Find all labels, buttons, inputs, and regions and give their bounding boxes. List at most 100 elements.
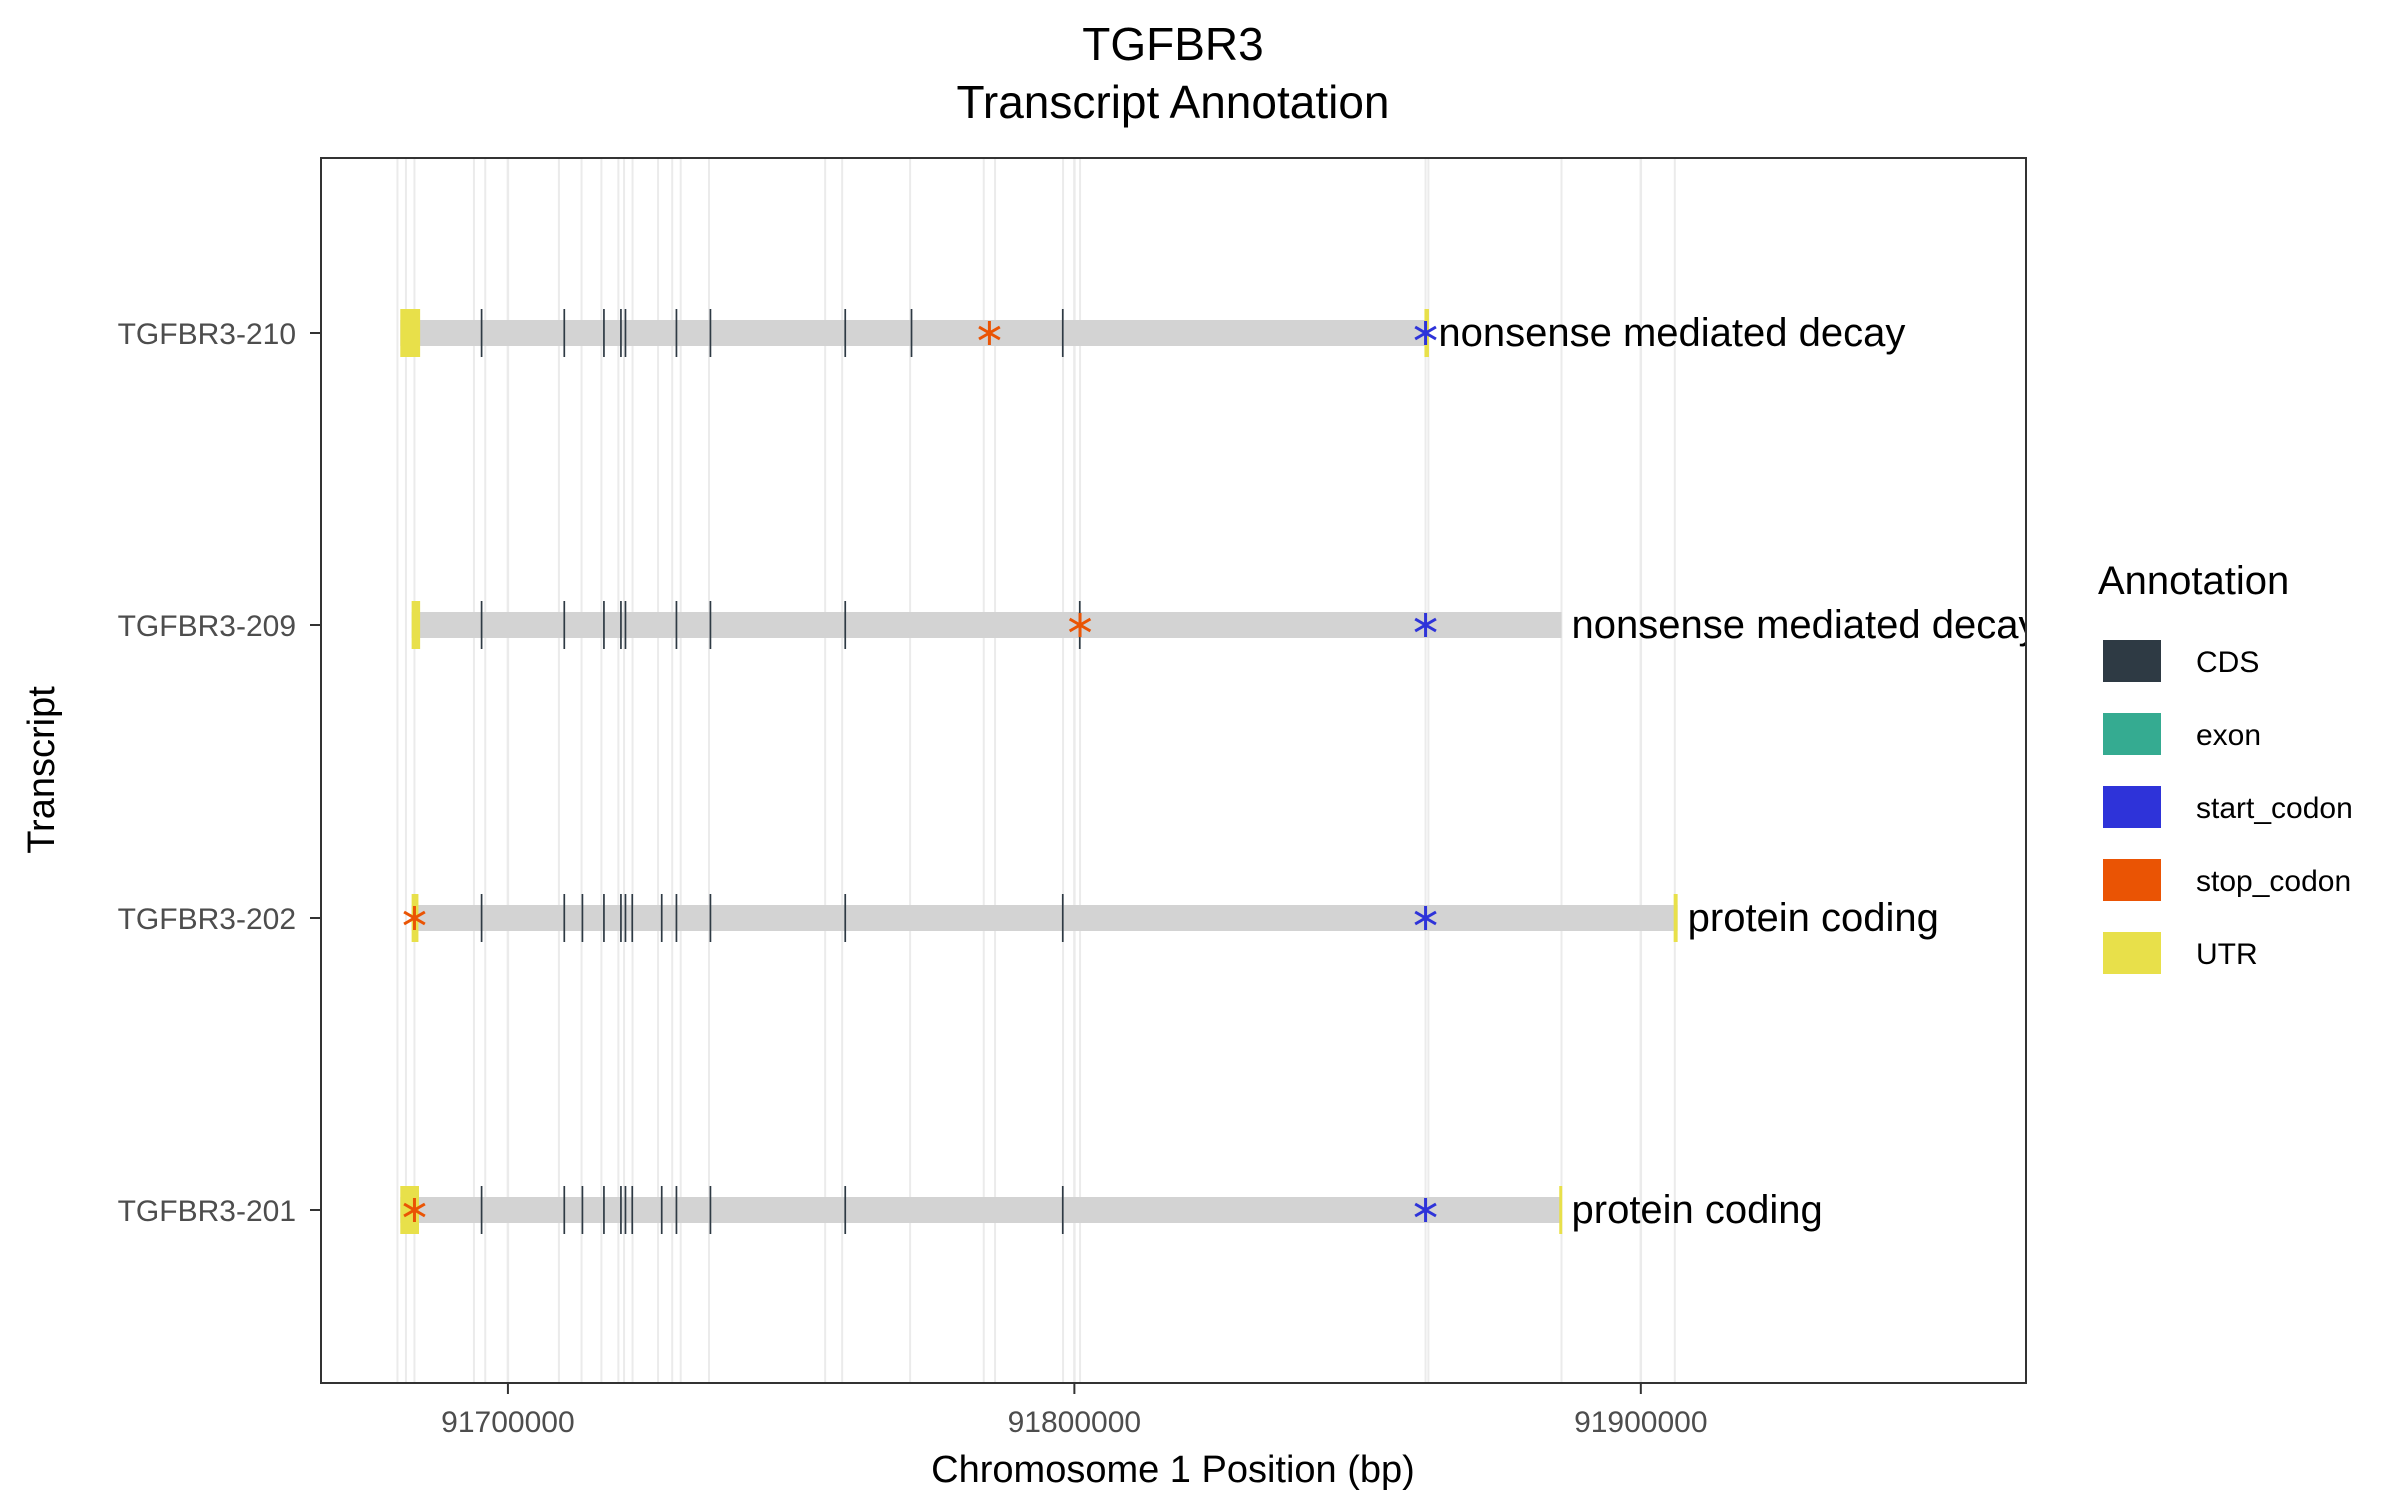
legend-title: Annotation	[2098, 559, 2289, 603]
cds-segment	[563, 894, 566, 942]
cds-segment	[480, 601, 483, 649]
cds-segment	[624, 309, 627, 357]
cds-segment	[620, 1186, 622, 1234]
cds-segment	[1061, 309, 1064, 357]
cds-segment	[480, 1186, 483, 1234]
x-axis-title: Chromosome 1 Position (bp)	[931, 1449, 1415, 1491]
start-codon-marker-stroke	[1414, 617, 1437, 633]
y-axis-ticks: TGFBR3-210 TGFBR3-209 TGFBR3-202 TGFBR3-201	[118, 318, 321, 1228]
utr-segment	[1559, 1186, 1563, 1234]
cds-segment	[844, 601, 847, 649]
cds-segment	[844, 1186, 847, 1234]
y-axis-title: Transcript	[21, 686, 63, 854]
transcript-tracks: nonsense mediated decay nonsense mediated…	[400, 309, 2039, 1234]
legend-key	[2103, 640, 2161, 682]
cds-segment	[624, 894, 627, 942]
cds-segment	[603, 1186, 605, 1234]
cds-segment	[631, 1186, 634, 1234]
cds-segment	[844, 309, 847, 357]
biotype-label: protein coding	[1688, 896, 1939, 940]
start-codon-marker	[1414, 906, 1437, 930]
cds-segment	[709, 894, 712, 942]
transcript-body-tgfbr3-202	[411, 905, 1678, 931]
stop-codon-marker-stroke	[978, 325, 1001, 341]
cds-segment	[1061, 894, 1064, 942]
cds-segment	[675, 894, 678, 942]
transcript-body-tgfbr3-201	[400, 1197, 1562, 1223]
biotype-label: protein coding	[1572, 1188, 1823, 1232]
chart-title-line-1: TGFBR3	[1082, 18, 1263, 70]
y-tick-label: TGFBR3-210	[118, 318, 296, 351]
cds-segment	[660, 894, 663, 942]
chart-title-line-2: Transcript Annotation	[957, 76, 1390, 128]
utr-segment	[1673, 894, 1678, 942]
plot-panel-border	[320, 157, 2027, 1384]
stop-codon-marker	[1068, 613, 1092, 637]
start-codon-marker	[1414, 321, 1437, 345]
cds-segment	[709, 601, 712, 649]
cds-segment	[675, 1186, 678, 1234]
cds-segment	[581, 1186, 584, 1234]
legend-key	[2103, 932, 2161, 974]
stop-codon-marker	[403, 906, 426, 930]
legend: Annotation CDS exon start_codon stop_codon U…	[2098, 559, 2353, 974]
x-tick-label: 91700000	[441, 1406, 574, 1439]
cds-segment	[624, 601, 627, 649]
cds-segment	[603, 894, 605, 942]
start-codon-marker-stroke	[1414, 910, 1437, 926]
cds-segment	[581, 894, 584, 942]
cds-segment	[624, 1186, 627, 1234]
cds-segment	[675, 601, 678, 649]
cds-segment	[660, 1186, 663, 1234]
legend-items: CDS exon start_codon stop_codon UTR	[2103, 640, 2353, 974]
stop-codon-marker-stroke	[403, 910, 426, 926]
start-codon-marker	[1414, 613, 1437, 637]
grid-lines	[396, 158, 1676, 1383]
start-codon-marker	[1414, 1198, 1437, 1222]
x-tick-label: 91800000	[1008, 1406, 1141, 1439]
cds-segment	[620, 309, 622, 357]
stop-codon-marker	[403, 1198, 426, 1222]
cds-segment	[1061, 1186, 1064, 1234]
legend-label: UTR	[2196, 938, 2258, 971]
legend-label: exon	[2196, 719, 2261, 752]
cds-segment	[563, 309, 566, 357]
transcript-body-tgfbr3-209	[411, 612, 1562, 638]
cds-segment	[563, 1186, 566, 1234]
cds-segment	[480, 894, 483, 942]
legend-key	[2103, 859, 2161, 901]
start-codon-marker-stroke	[1414, 1202, 1437, 1218]
cds-segment	[620, 601, 622, 649]
stop-codon-marker-stroke	[403, 1202, 426, 1218]
cds-segment	[480, 309, 483, 357]
cds-segment	[603, 601, 605, 649]
utr-segment	[400, 309, 421, 357]
stop-codon-marker-stroke	[1068, 617, 1092, 633]
x-axis-ticks: 91700000 91800000 91900000	[441, 1383, 1708, 1439]
cds-segment	[709, 309, 712, 357]
legend-key	[2103, 786, 2161, 828]
utr-segment	[411, 601, 421, 649]
cds-segment	[631, 894, 634, 942]
y-tick-label: TGFBR3-209	[118, 610, 296, 643]
stop-codon-marker	[978, 321, 1001, 345]
biotype-label: nonsense mediated decay	[1572, 603, 2039, 647]
cds-segment	[910, 309, 913, 357]
cds-segment	[844, 894, 847, 942]
cds-segment	[603, 309, 605, 357]
y-tick-label: TGFBR3-202	[118, 903, 296, 936]
y-tick-label: TGFBR3-201	[118, 1195, 296, 1228]
cds-segment	[563, 601, 566, 649]
biotype-label: nonsense mediated decay	[1438, 311, 1905, 355]
legend-key	[2103, 713, 2161, 755]
legend-label: start_codon	[2196, 792, 2353, 825]
start-codon-marker-stroke	[1414, 325, 1437, 341]
cds-segment	[675, 309, 678, 357]
cds-segment	[620, 894, 622, 942]
legend-label: stop_codon	[2196, 865, 2351, 898]
transcript-body-tgfbr3-210	[400, 320, 1429, 346]
x-tick-label: 91900000	[1574, 1406, 1707, 1439]
legend-label: CDS	[2196, 646, 2259, 679]
cds-segment	[709, 1186, 712, 1234]
